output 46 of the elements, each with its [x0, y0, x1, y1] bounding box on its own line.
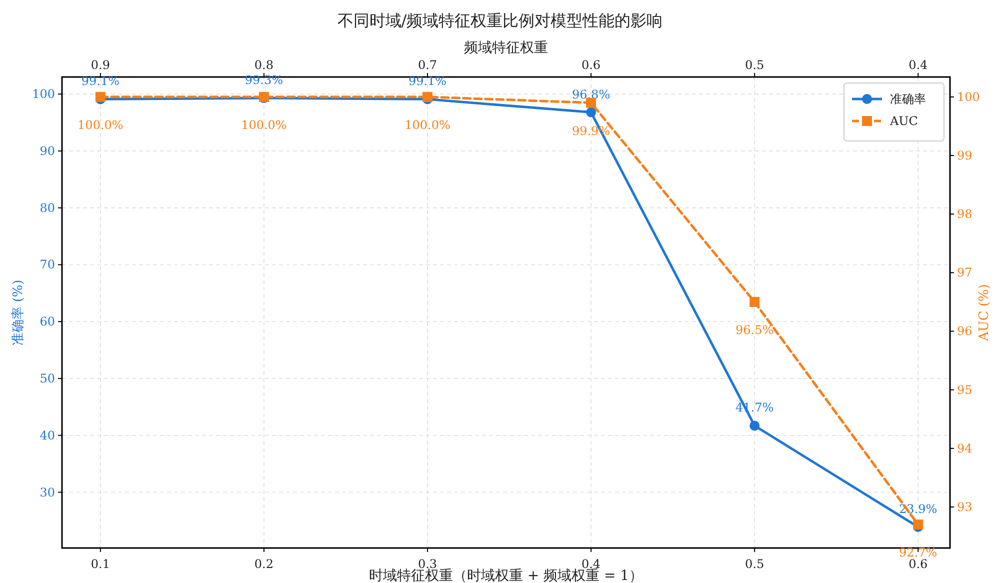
data-label: 92.7%	[899, 546, 938, 560]
point	[422, 92, 433, 102]
x2-tick-label: 0.7	[418, 58, 438, 72]
x2-tick-label: 0.9	[90, 58, 110, 72]
chart-title: 不同时域/频域特征权重比例对模型性能的影响	[337, 11, 663, 30]
data-label: 100.0%	[78, 118, 124, 132]
y-axis-title: 准确率 (%)	[10, 280, 26, 346]
y2-tick-label: 100	[957, 90, 980, 104]
y-tick-label: 70	[40, 258, 55, 272]
data-label: 99.1%	[81, 74, 120, 88]
x-tick-label: 0.5	[745, 557, 764, 571]
y-tick-label: 30	[40, 485, 55, 500]
point	[750, 420, 760, 431]
legend-label: AUC	[889, 114, 918, 128]
point	[750, 296, 760, 307]
point	[586, 107, 596, 118]
y2-tick-label: 95	[957, 382, 972, 397]
y2-tick-label: 94	[957, 441, 973, 456]
data-label: 100.0%	[404, 118, 450, 132]
data-label: 96.5%	[736, 322, 774, 337]
x2-tick-label: 0.6	[581, 58, 601, 72]
y-tick-label: 80	[40, 200, 55, 215]
y-tick-label: 40	[40, 428, 55, 442]
y2-tick-label: 93	[957, 500, 972, 514]
y2-tick-label: 99	[957, 148, 972, 162]
y2-tick-label: 98	[957, 207, 972, 222]
point	[95, 92, 106, 102]
data-label: 100.0%	[241, 118, 287, 132]
y2-axis-title: AUC (%)	[977, 284, 992, 342]
x2-axis-title: 频域特征权重	[464, 40, 548, 56]
x2-tick-label: 0.4	[908, 58, 928, 72]
y-tick-label: 50	[40, 371, 55, 386]
y2-tick-label: 96	[957, 324, 972, 338]
y-tick-label: 100	[32, 87, 55, 102]
x-tick-label: 0.2	[254, 557, 274, 571]
y-tick-label: 60	[40, 314, 55, 329]
x2-tick-label: 0.8	[254, 58, 274, 72]
x2-tick-label: 0.5	[745, 58, 764, 72]
x-tick-label: 0.1	[90, 557, 110, 571]
data-label: 99.1%	[408, 74, 447, 88]
x-axis-title: 时域特征权重（时域权重 + 频域权重 = 1）	[368, 568, 644, 583]
data-label: 96.8%	[572, 87, 610, 102]
y2-tick-label: 97	[957, 266, 972, 280]
legend-label: 准确率	[890, 92, 926, 106]
x-tick-label: 0.6	[908, 557, 928, 571]
y-tick-label: 90	[40, 144, 55, 158]
